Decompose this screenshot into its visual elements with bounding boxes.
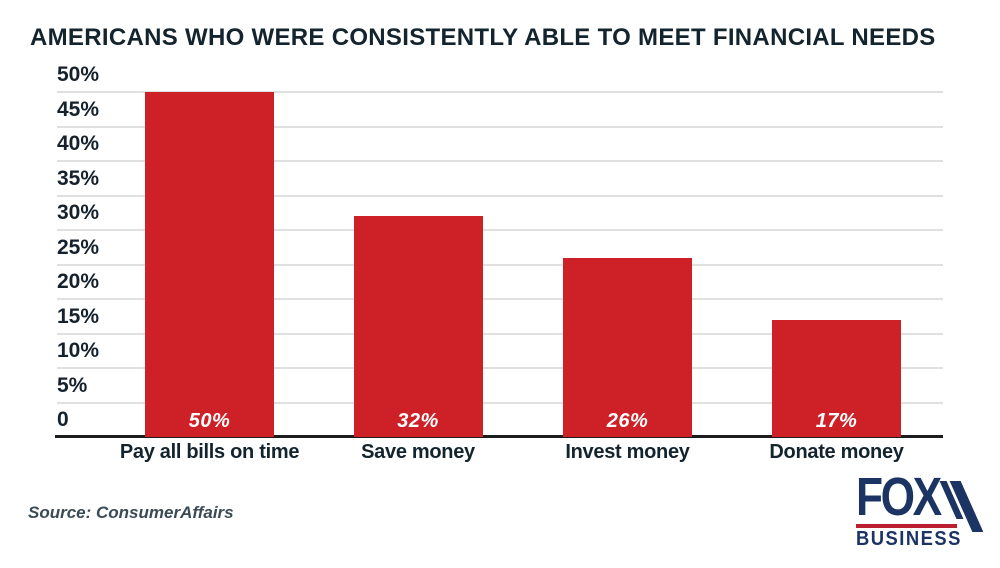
bar-value-label: 32%: [397, 409, 439, 432]
y-axis-tick-label: 40%: [57, 132, 100, 155]
x-axis-line: [55, 435, 943, 438]
y-axis-tick-label: 5%: [57, 373, 88, 397]
bar-value-label: 17%: [815, 409, 858, 432]
gridline: [57, 160, 943, 162]
y-axis-tick-label: 45%: [57, 97, 100, 121]
gridline: [57, 401, 943, 404]
y-axis-tick-label: 20%: [57, 270, 100, 293]
bar-save-money: 32%: [353, 216, 483, 437]
gridline: [57, 298, 943, 300]
x-axis-category-label: Pay all bills on time: [119, 441, 300, 463]
gridline: [57, 229, 943, 231]
gridline: [57, 367, 943, 369]
y-axis-tick-label: 25%: [57, 235, 100, 259]
fox-business-logo: FOX BUSINESS: [856, 470, 996, 552]
bar-value-label: 50%: [188, 410, 231, 432]
bar-invest-money: 26%: [563, 257, 692, 437]
fox-logo-text: FOX: [856, 467, 942, 527]
logo-red-divider: [856, 524, 957, 528]
x-axis-category-label: Donate money: [769, 441, 904, 463]
gridline: [57, 263, 943, 266]
gridline: [57, 194, 943, 197]
y-axis-tick-label: 35%: [57, 166, 100, 190]
y-axis-tick-label: 30%: [57, 201, 100, 224]
y-axis-tick-label: 0: [57, 408, 69, 431]
business-logo-text: BUSINESS: [856, 528, 962, 550]
gridline: [57, 125, 943, 128]
y-axis-tick-label: 10%: [57, 339, 100, 362]
source-attribution: Source: ConsumerAffairs: [28, 503, 234, 522]
gridline: [57, 91, 943, 93]
bar-value-label: 26%: [606, 409, 649, 432]
chart-title: AMERICANS WHO WERE CONSISTENTLY ABLE TO …: [30, 24, 936, 51]
bar-donate-money: 17%: [772, 319, 901, 437]
x-axis-category-label: Save money: [361, 441, 475, 463]
gridline: [57, 332, 943, 335]
y-axis-tick-label: 15%: [57, 304, 100, 328]
bar-pay-all-bills-on-time: 50%: [145, 92, 274, 437]
x-axis-category-label: Invest money: [565, 441, 690, 463]
y-axis-tick-label: 50%: [57, 63, 100, 86]
